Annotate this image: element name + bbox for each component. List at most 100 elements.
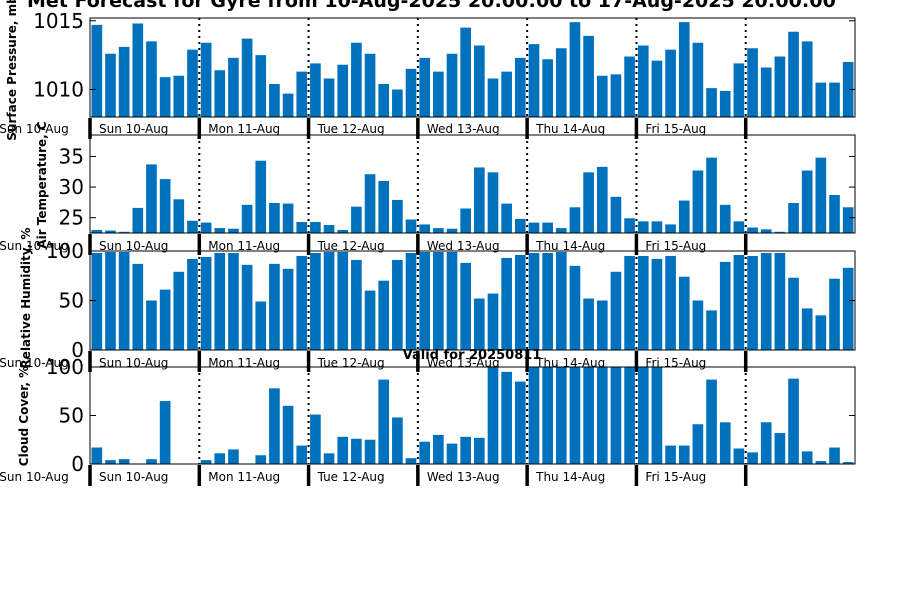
bar: [378, 180, 390, 233]
y-tick-label: 100: [46, 239, 84, 263]
bar: [159, 289, 171, 350]
bar: [405, 458, 417, 464]
bar: [159, 77, 171, 117]
y-tick-label: 100: [46, 355, 84, 379]
bar: [200, 42, 212, 117]
bar: [555, 228, 567, 233]
bar: [337, 64, 349, 117]
bar: [323, 251, 335, 350]
bar: [528, 222, 540, 233]
bar: [747, 48, 758, 117]
bar: [760, 422, 772, 464]
bar: [173, 199, 185, 233]
day-label: Fri 15-Aug: [645, 239, 706, 253]
bar: [351, 259, 362, 350]
day-label: Mon 11-Aug: [208, 470, 280, 484]
bar: [173, 271, 185, 350]
bar: [596, 75, 608, 117]
bar: [310, 63, 321, 117]
bar: [378, 379, 390, 464]
bar: [692, 170, 704, 233]
bar: [719, 204, 731, 233]
bar: [364, 174, 376, 233]
bar: [624, 218, 635, 233]
bar: [159, 179, 171, 233]
day-label: Sun 10-Aug: [99, 122, 168, 136]
bar: [801, 41, 813, 117]
bar: [118, 251, 130, 350]
bar: [583, 35, 594, 117]
bar: [733, 63, 745, 117]
bar: [433, 434, 444, 464]
y-tick-label: 0: [71, 338, 84, 362]
y-axis-label: Surface Pressure, mb: [5, 0, 19, 141]
bar: [118, 459, 130, 464]
bar: [323, 225, 335, 233]
y-tick-label: 25: [59, 206, 84, 230]
bar: [610, 367, 622, 464]
bar: [282, 93, 294, 117]
bar: [760, 67, 772, 117]
bar: [405, 68, 417, 117]
bar: [624, 56, 635, 117]
bar: [269, 84, 280, 117]
bar: [269, 388, 280, 464]
bar: [692, 42, 704, 117]
bar: [829, 278, 840, 350]
bar: [228, 57, 239, 117]
bar: [774, 56, 786, 117]
bar: [460, 262, 471, 350]
bar: [214, 70, 226, 117]
bar: [610, 271, 622, 350]
bar: [474, 45, 485, 117]
bar: [719, 422, 731, 464]
bar: [665, 255, 676, 350]
bar: [282, 405, 294, 464]
bar: [624, 255, 635, 350]
bar: [337, 436, 349, 464]
bar: [801, 170, 813, 233]
bar: [719, 261, 731, 350]
bar: [118, 46, 130, 117]
bar: [405, 219, 417, 233]
bar: [200, 256, 212, 350]
bar: [829, 447, 840, 464]
bar: [296, 445, 308, 464]
bar: [596, 300, 608, 350]
day-label: Thu 14-Aug: [535, 122, 605, 136]
bar: [105, 53, 116, 117]
bar: [351, 42, 362, 117]
bar: [678, 276, 690, 350]
bar: [747, 452, 758, 464]
bar: [501, 257, 512, 350]
figure-title: Met Forecast for Gyre from 10-Aug-2025 2…: [27, 0, 836, 12]
bar: [555, 367, 567, 464]
bar: [214, 453, 226, 464]
bar: [569, 265, 581, 350]
bar: [487, 78, 499, 117]
bar: [105, 460, 116, 464]
bar: [269, 263, 280, 350]
bar: [733, 448, 745, 464]
day-label: Tue 12-Aug: [317, 239, 385, 253]
day-label: Wed 13-Aug: [427, 122, 500, 136]
bar: [747, 255, 758, 350]
bar: [91, 24, 103, 117]
bar: [146, 41, 157, 117]
bar: [173, 75, 185, 117]
bar: [583, 172, 594, 233]
bar: [706, 310, 717, 350]
bar: [651, 258, 663, 350]
day-label: Thu 14-Aug: [535, 239, 605, 253]
bar: [241, 204, 253, 233]
bar: [637, 221, 649, 233]
bar: [487, 293, 499, 350]
bar: [665, 224, 676, 233]
bar: [187, 220, 198, 233]
bar: [596, 367, 608, 464]
bar: [651, 221, 663, 233]
y-axis-label: Cloud Cover, %: [17, 366, 31, 466]
bar: [433, 251, 444, 350]
